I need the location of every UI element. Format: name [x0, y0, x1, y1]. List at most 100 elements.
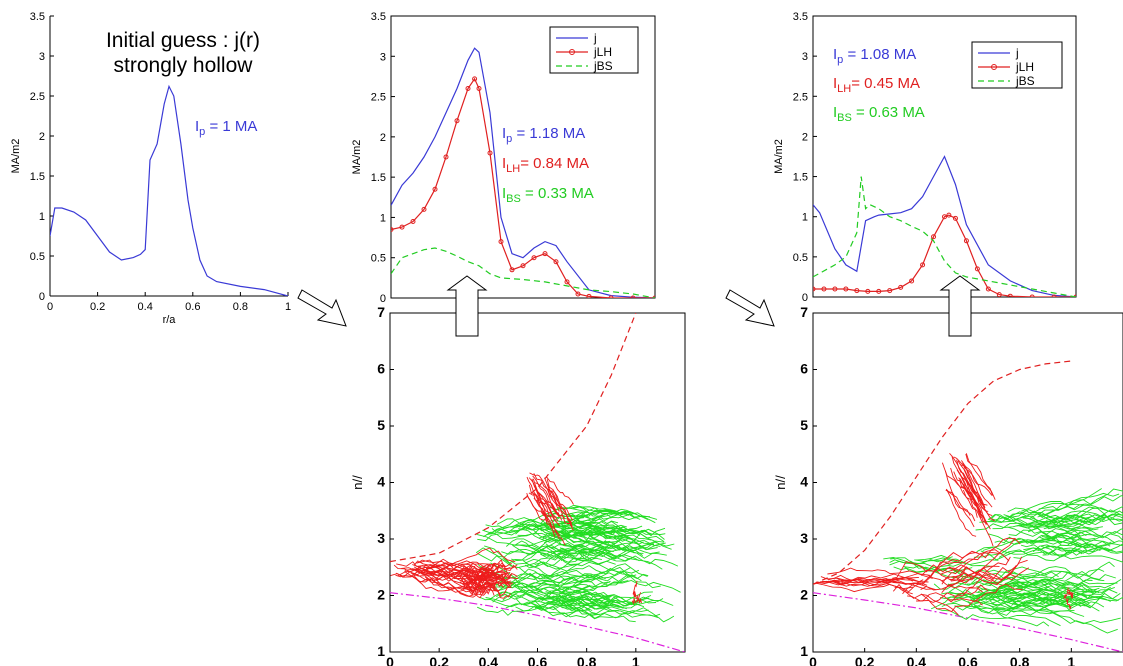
- series-point-jLH: [630, 295, 636, 298]
- x-tick-label: 1: [285, 301, 291, 313]
- current-annotation: IBS = 0.63 MA: [833, 104, 925, 124]
- ray-trace: [540, 538, 614, 553]
- series-line-jBS: [391, 247, 655, 298]
- y-tick-label: 2: [802, 131, 808, 143]
- ray-trace: [961, 486, 991, 530]
- ray-trace: [820, 576, 920, 583]
- annotation-value: = 1.08 MA: [843, 46, 916, 63]
- legend-marker: [569, 49, 575, 55]
- ray-trace: [561, 528, 644, 545]
- ray-trace: [534, 561, 648, 577]
- ray-trace: [949, 556, 1023, 584]
- ray-trace: [892, 583, 959, 616]
- ray-trace: [987, 533, 1096, 545]
- y-tick-label: 3: [380, 51, 386, 63]
- legend-box: [971, 41, 1063, 89]
- flow-arrows: [297, 275, 981, 337]
- ray-trace: [483, 569, 513, 582]
- ray-trace: [941, 602, 1050, 627]
- ray-trace: [1010, 509, 1103, 529]
- series-line-lower-bound: [390, 592, 685, 652]
- ray-trace: [549, 567, 649, 592]
- ray-trace: [532, 493, 556, 537]
- ray-trace: [920, 574, 994, 591]
- current-annotation: Ip = 1.08 MA: [833, 46, 916, 66]
- y-tick-label: 0.5: [793, 252, 808, 264]
- diagonal-arrow: [725, 289, 775, 327]
- series-group: [391, 47, 655, 298]
- legend-entry: jBS: [593, 59, 613, 73]
- panel-initial-guess: 0 0.5 1 1.5 2 2.5 3 3.5 0 0.2 0.4 0.6 0.8 1 r/a MA/m2 In…: [10, 11, 291, 326]
- ray-trace: [1063, 587, 1069, 599]
- series-point-jLH: [410, 218, 416, 224]
- ray-trace: [916, 584, 989, 603]
- series-point-jLH: [963, 238, 969, 244]
- series-line-jBS: [813, 176, 1076, 297]
- ray-trace: [633, 591, 639, 601]
- y-tick-label: 1: [800, 643, 808, 659]
- annotation-value: = 1.18 MA: [512, 125, 585, 142]
- ray-trace: [546, 476, 574, 505]
- ray-trace: [536, 607, 649, 620]
- ray-trace: [546, 483, 572, 526]
- annotation-symbol: I: [195, 118, 199, 135]
- ray-trace: [393, 564, 478, 592]
- x-tick-label: 0.8: [577, 654, 597, 666]
- annotation-symbol: I: [833, 75, 837, 92]
- ray-trace: [894, 551, 978, 593]
- series-point-jLH: [942, 214, 947, 220]
- ray-trace: [1021, 495, 1123, 512]
- series-point-jLH: [542, 251, 548, 257]
- ray-trace: [950, 559, 1028, 585]
- legend-entry: jLH: [593, 45, 612, 59]
- ray-trace: [573, 506, 658, 520]
- ray-trace: [511, 554, 626, 570]
- series-point-jLH: [608, 295, 614, 298]
- ray-trace: [464, 574, 492, 590]
- current-annotation: Ip = 1.18 MA: [502, 125, 585, 145]
- series-point-jLH: [854, 288, 860, 294]
- annotation-value: = 0.33 MA: [521, 185, 594, 202]
- ray-trace: [819, 577, 928, 586]
- ray-trace: [893, 562, 963, 573]
- ray-trace: [461, 572, 492, 588]
- x-tick-label: 0.4: [907, 654, 927, 666]
- series-line-j: [391, 47, 655, 298]
- y-axis-label: MA/m2: [10, 139, 22, 174]
- x-tick-label: 0.8: [1010, 654, 1030, 666]
- y-axis-label: n//: [350, 475, 365, 490]
- series-point-jLH: [952, 215, 958, 221]
- ray-trace: [947, 566, 1059, 587]
- series-line-s0: [50, 84, 288, 296]
- y-tick-label: 1: [39, 211, 45, 223]
- ray-trace: [902, 566, 973, 595]
- y-tick-label: 2.5: [30, 91, 45, 103]
- ray-trace: [935, 608, 1061, 627]
- ray-trace: [920, 593, 983, 613]
- series-point-jLH: [454, 118, 460, 124]
- ray-trace: [941, 537, 1021, 594]
- ray-trace: [1023, 543, 1123, 554]
- y-tick-label: 3: [802, 51, 808, 63]
- annotation-subscript: p: [837, 54, 843, 66]
- ray-trace: [485, 593, 600, 615]
- ray-trace: [1067, 591, 1073, 599]
- ray-trace: [827, 567, 931, 576]
- ray-traces: [813, 453, 1123, 634]
- chart-title-line: Initial guess : j(r): [106, 29, 260, 52]
- ray-trace: [1064, 596, 1069, 604]
- up-arrow: [939, 275, 981, 337]
- y-tick-label: 5: [800, 417, 808, 433]
- y-axis-label: n//: [773, 475, 788, 490]
- ray-trace: [500, 579, 611, 593]
- legend-box: [549, 26, 639, 74]
- up-arrow: [446, 275, 488, 337]
- ray-trace: [965, 453, 993, 496]
- ray-trace: [956, 469, 988, 506]
- series-point-jLH: [443, 154, 449, 160]
- x-tick-label: 0.6: [528, 654, 548, 666]
- plot-area: [50, 16, 288, 296]
